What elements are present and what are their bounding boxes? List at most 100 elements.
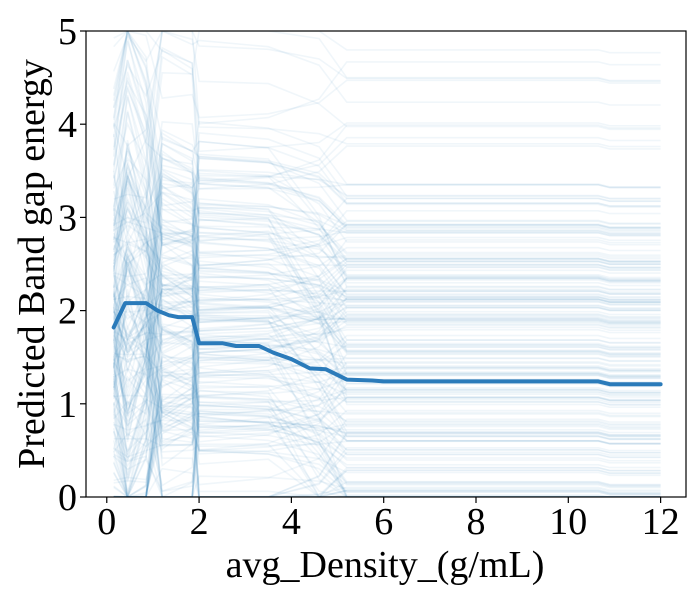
- ice-line: [112, 207, 661, 404]
- ice-line: [112, 169, 661, 289]
- ice-line: [112, 184, 661, 301]
- ice-line: [112, 375, 661, 497]
- ice-line: [112, 360, 661, 441]
- y-tick-label: 0: [58, 477, 77, 519]
- ice-line: [113, 305, 661, 354]
- ice-line: [112, 305, 661, 458]
- ice-line: [112, 79, 661, 243]
- ice-line: [113, 356, 661, 497]
- ice-line: [112, 218, 661, 429]
- ice-line: [112, 94, 661, 335]
- ice-line: [112, 302, 661, 426]
- ice-line: [112, 272, 661, 497]
- ice-line: [112, 31, 661, 260]
- y-tick-label: 5: [58, 11, 77, 53]
- ice-line: [113, 253, 661, 332]
- ice-line: [112, 204, 661, 372]
- ice-line: [112, 31, 661, 299]
- ice-line: [112, 196, 661, 374]
- ice-line: [112, 223, 661, 268]
- ice-line: [112, 277, 661, 407]
- x-tick-label: 10: [549, 501, 587, 543]
- ice-line: [112, 172, 661, 321]
- ice-line: [112, 41, 661, 246]
- ice-line: [113, 408, 661, 462]
- ice-line: [112, 168, 661, 346]
- ice-line: [112, 285, 661, 362]
- ice-line: [112, 254, 661, 454]
- ice-line: [113, 422, 661, 497]
- ice-line: [112, 338, 661, 497]
- ice-line: [113, 416, 661, 497]
- ice-line: [113, 31, 661, 153]
- ice-line: [112, 372, 661, 496]
- ice-line: [112, 243, 661, 351]
- ice-line: [113, 410, 661, 464]
- ice-line: [113, 289, 661, 335]
- ice-line: [112, 344, 661, 497]
- ice-line: [112, 262, 661, 497]
- ice-line: [112, 184, 661, 416]
- ice-line: [112, 258, 661, 432]
- ice-line: [112, 31, 661, 233]
- ice-line: [112, 262, 661, 462]
- ice-line: [112, 121, 661, 300]
- ice-line: [112, 31, 661, 203]
- ice-line: [112, 31, 661, 281]
- ice-line: [112, 252, 661, 497]
- ice-line: [112, 303, 661, 497]
- ice-line: [112, 302, 661, 497]
- ice-line: [112, 278, 661, 365]
- ice-line: [113, 31, 661, 125]
- ice-line: [113, 369, 661, 497]
- x-ticks: 0 2 4 6 8 10 12: [97, 497, 680, 543]
- ice-line: [112, 223, 661, 497]
- ice-line: [112, 173, 661, 403]
- ice-line: [112, 267, 661, 354]
- ice-line: [112, 177, 661, 269]
- ice-line: [113, 314, 661, 413]
- ice-line: [112, 155, 661, 237]
- ice-line: [112, 241, 661, 377]
- ice-line: [112, 60, 661, 247]
- ice-line: [112, 85, 661, 237]
- ice-line: [113, 209, 661, 408]
- ice-line: [112, 261, 661, 497]
- ice-line: [112, 289, 661, 497]
- ice-line: [112, 136, 661, 417]
- ice-line: [112, 161, 661, 417]
- ice-line: [112, 314, 661, 407]
- ice-line: [112, 112, 661, 369]
- ice-line: [112, 178, 661, 394]
- ice-line: [113, 412, 661, 497]
- ice-line: [112, 171, 661, 495]
- ice-line: [112, 142, 661, 432]
- ice-line: [112, 149, 661, 483]
- ice-line: [112, 263, 661, 427]
- ice-line: [113, 400, 661, 497]
- ice-line: [113, 31, 661, 119]
- ice-line: [113, 418, 661, 486]
- ice-line: [113, 451, 661, 497]
- ice-lines: [112, 31, 661, 497]
- ice-line: [112, 328, 661, 496]
- ice-line: [113, 287, 661, 451]
- ice-line: [113, 169, 661, 259]
- ice-line: [112, 46, 661, 237]
- ice-line: [112, 55, 661, 246]
- ice-line: [112, 367, 661, 497]
- ice-line: [113, 393, 661, 497]
- ice-line: [113, 175, 661, 265]
- ice-line: [112, 159, 661, 443]
- ice-line: [112, 249, 661, 497]
- ice-line: [113, 220, 661, 253]
- ice-line: [112, 202, 661, 497]
- plot-frame: [85, 30, 687, 498]
- ice-line: [113, 197, 661, 337]
- y-tick-label: 4: [58, 104, 77, 146]
- ice-line: [113, 224, 661, 298]
- ice-line: [113, 290, 661, 404]
- y-tick-label: 2: [58, 291, 77, 333]
- ice-line: [113, 142, 661, 235]
- ice-line: [113, 390, 661, 497]
